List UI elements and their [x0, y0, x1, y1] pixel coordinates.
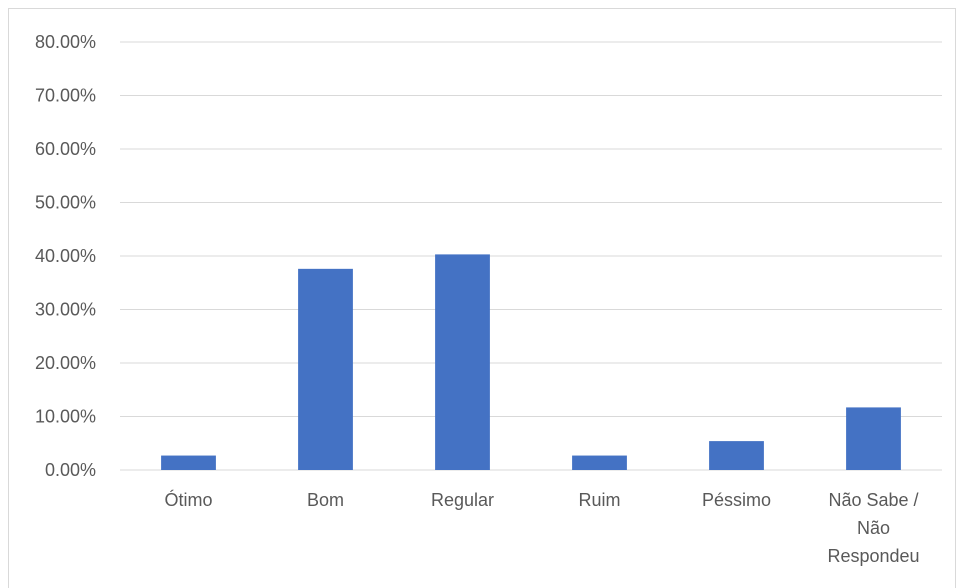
x-tick-label: Péssimo — [702, 490, 771, 510]
bar — [298, 268, 353, 470]
y-tick-label: 20.00% — [35, 353, 96, 373]
y-tick-label: 60.00% — [35, 139, 96, 159]
y-tick-label: 10.00% — [35, 407, 96, 427]
y-tick-label: 30.00% — [35, 300, 96, 320]
bar — [435, 254, 490, 470]
x-tick-label: Ótimo — [164, 489, 212, 510]
y-tick-label: 70.00% — [35, 86, 96, 106]
y-tick-label: 0.00% — [45, 460, 96, 480]
bar — [572, 455, 627, 470]
bar — [709, 441, 764, 470]
x-tick-label: Não Sabe / Não Respondeu — [827, 490, 919, 566]
x-tick-label: Regular — [431, 490, 494, 510]
bar — [161, 455, 216, 470]
y-tick-label: 50.00% — [35, 193, 96, 213]
bar — [846, 407, 901, 470]
x-tick-label: Ruim — [578, 490, 620, 510]
y-tick-label: 80.00% — [35, 32, 96, 52]
y-tick-label: 40.00% — [35, 246, 96, 266]
x-tick-label: Bom — [307, 490, 344, 510]
